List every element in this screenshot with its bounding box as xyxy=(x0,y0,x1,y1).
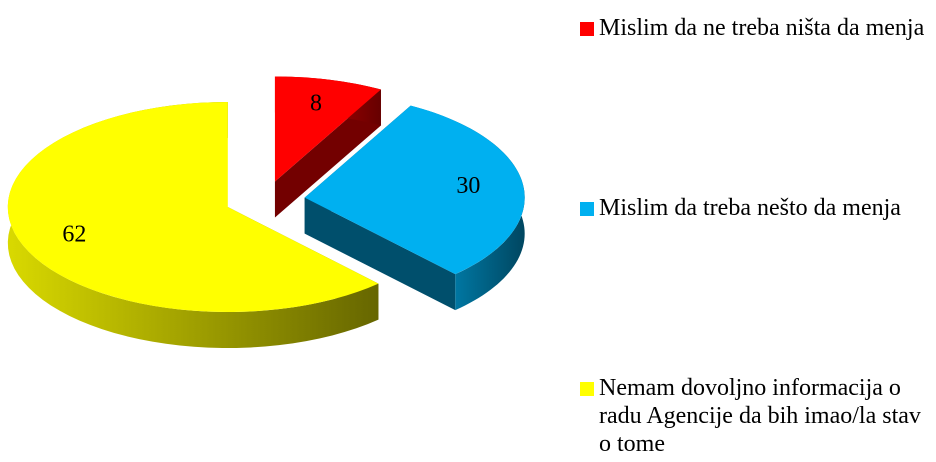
legend-swatch xyxy=(580,202,594,216)
legend-label: Mislim da treba nešto da menja xyxy=(599,195,901,221)
slice xyxy=(304,105,525,311)
legend-item: Nemam dovoljno informacija o radu Agenci… xyxy=(580,374,930,458)
slice-face xyxy=(7,102,379,348)
slice-face xyxy=(7,102,379,313)
slice-face xyxy=(304,105,525,275)
legend-label: Nemam dovoljno informacija o radu Agenci… xyxy=(599,375,921,457)
legend-swatch xyxy=(580,382,594,396)
chart: 8 30 62 xyxy=(7,76,525,348)
legend-swatch xyxy=(580,22,594,36)
legend-item: Mislim da ne treba ništa da menja xyxy=(580,14,930,42)
data-label: 62 xyxy=(62,222,86,248)
data-label: 30 xyxy=(456,173,480,199)
slice-face xyxy=(274,89,381,218)
legend-item: Mislim da treba nešto da menja xyxy=(580,194,930,222)
legend-label: Mislim da ne treba ništa da menja xyxy=(599,15,925,41)
data-label: 8 xyxy=(310,91,322,117)
slice-face xyxy=(304,197,456,311)
slice xyxy=(274,76,381,218)
slice-face xyxy=(274,76,381,182)
slice xyxy=(7,102,379,348)
